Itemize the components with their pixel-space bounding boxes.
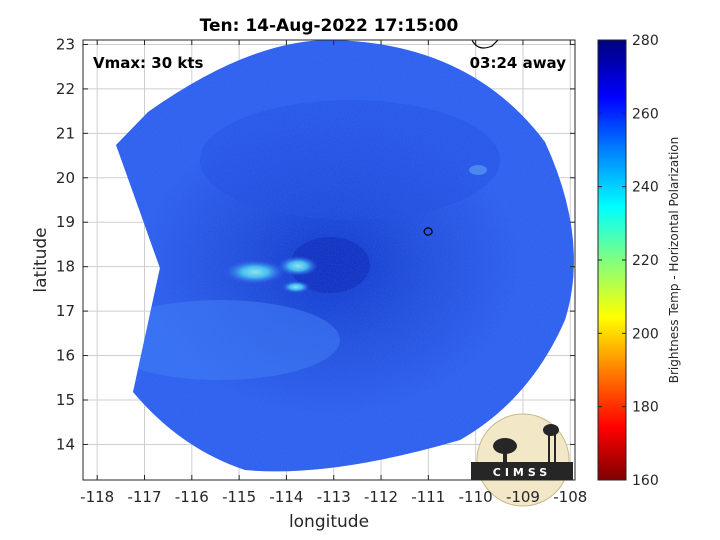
y-tick-label: 18 [56,258,75,276]
x-tick-label: -116 [175,488,209,506]
time-away-annotation: 03:24 away [470,54,567,72]
chart-title: Ten: 14-Aug-2022 17:15:00 [200,16,459,36]
x-tick-label: -117 [127,488,161,506]
colorbar-tick-label: 280 [632,33,659,49]
x-tick-label: -114 [269,488,303,506]
y-tick-label: 15 [56,391,75,409]
logo-text: CIMSS [493,466,551,479]
y-tick-label: 17 [56,302,75,320]
x-tick-label: -109 [506,488,540,506]
y-tick-label: 22 [56,80,75,98]
coastline [471,40,499,49]
colorbar-ticks: 160 180 200 220 240 260 280 [598,33,659,489]
island-outline [423,227,433,236]
x-tick-label: -108 [553,488,587,506]
y-axis-label: latitude [31,227,51,292]
x-tick-label: -115 [222,488,256,506]
y-axis: 14 15 16 17 18 19 20 21 22 23 [56,35,575,453]
y-tick-label: 20 [56,169,75,187]
colorbar [597,39,627,481]
colorbar-tick-label: 180 [632,400,659,416]
colorbar-tick-label: 220 [632,253,659,269]
axes-frame [82,39,576,481]
x-axis: -118 -117 -116 -115 -114 -113 -112 -111 -110 -109… [80,40,587,506]
colorbar-tick-label: 160 [632,473,659,489]
x-tick-label: -112 [364,488,398,506]
vmax-annotation: Vmax: 30 kts [93,54,203,72]
y-tick-label: 23 [56,35,75,53]
x-tick-label: -110 [459,488,493,506]
colorbar-tick-label: 200 [632,326,659,342]
y-tick-label: 16 [56,347,75,365]
x-tick-label: -118 [80,488,114,506]
y-tick-label: 14 [56,435,75,453]
y-tick-label: 21 [56,124,75,142]
cimss-logo: CIMSS [471,413,573,507]
x-tick-label: -113 [317,488,351,506]
colorbar-label: Brightness Temp - Horizontal Polarizatio… [667,137,681,384]
swath-field [116,40,574,472]
texture [116,40,574,472]
colorbar-tick-label: 260 [632,106,659,122]
x-tick-label: -111 [411,488,445,506]
y-tick-label: 19 [56,213,75,231]
colorbar-tick-label: 240 [632,180,659,196]
x-axis-label: longitude [289,512,369,532]
